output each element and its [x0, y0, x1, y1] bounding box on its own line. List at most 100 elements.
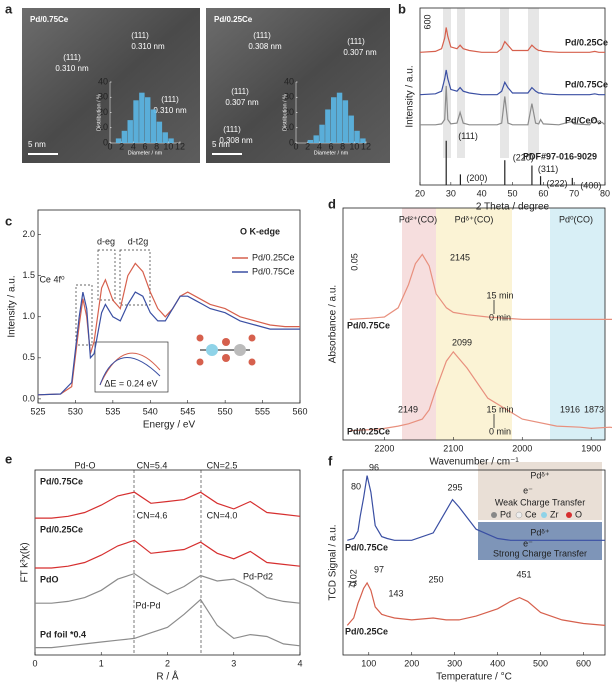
series-line — [37, 262, 300, 396]
series-label: Pd/0.75Ce — [565, 79, 608, 89]
lattice-label: (111) — [347, 37, 365, 46]
hist-bar — [331, 97, 337, 143]
annotation: 96 — [369, 462, 379, 472]
annotation: Pdᵟ⁺ — [530, 470, 549, 480]
annotation: 0 min — [489, 426, 511, 436]
x-tick-label: 530 — [68, 406, 83, 416]
y-axis-label: Distribution / % — [282, 94, 288, 131]
annotation: 80 — [351, 481, 361, 491]
atom — [248, 334, 256, 342]
y-axis-label: Distribution / % — [96, 94, 102, 131]
series-line — [35, 491, 301, 519]
annotation: Pdᵟ⁺(CO) — [455, 214, 494, 224]
series-line — [419, 69, 605, 96]
legend-dot — [566, 512, 572, 518]
annotation: e⁻ — [523, 485, 533, 495]
inset-curve — [99, 352, 161, 386]
x-tick-label: 40 — [477, 188, 487, 198]
legend-label: Pd/0.75Ce — [252, 266, 295, 276]
lattice-label: 0.310 nm — [55, 64, 89, 73]
x-tick-label: 80 — [600, 188, 610, 198]
plot-frame — [342, 207, 606, 441]
annotation: 1873 — [584, 404, 604, 414]
legend-dot — [491, 512, 497, 518]
hist-bar — [313, 135, 319, 143]
y-tick-label: 1.0 — [22, 311, 35, 321]
series-label: Pd/0.75Ce — [345, 542, 388, 552]
series-label: Pd/CeO₂ — [565, 115, 602, 125]
series-line — [37, 291, 300, 396]
hist-bar — [156, 121, 163, 143]
band — [443, 8, 451, 158]
annotation: d-eg — [97, 236, 115, 246]
y-tick-label: 10 — [284, 122, 294, 132]
hist-bar — [150, 109, 157, 143]
annotation: Pd⁰(CO) — [559, 214, 593, 224]
chart-title: O K-edge — [240, 226, 280, 236]
lattice-label: 0.307 nm — [225, 98, 259, 107]
x-tick-label: 200 — [404, 658, 419, 668]
panel-label: e — [5, 451, 12, 466]
band — [528, 8, 539, 158]
annotation: Strong Charge Transfer — [493, 548, 587, 558]
x-tick-label: 550 — [218, 406, 233, 416]
lattice-label: 0.310 nm — [131, 42, 165, 51]
annotation: 143 — [388, 588, 403, 598]
x-axis-label: Wavenumber / cm⁻¹ — [429, 457, 519, 468]
y-tick-label: 30 — [98, 92, 108, 102]
atom — [222, 354, 230, 362]
x-tick-label: 525 — [30, 406, 45, 416]
reference-label: (311) — [538, 164, 558, 174]
y-axis-label: Absorbance / a.u. — [328, 285, 339, 363]
reference-label: (222) — [547, 179, 568, 189]
x-tick-label: 2100 — [443, 443, 463, 453]
x-tick-label: 60 — [538, 188, 548, 198]
structure — [196, 334, 256, 366]
hist-bar — [360, 138, 366, 143]
x-tick-label: 10 — [163, 141, 173, 151]
x-tick-label: 0 — [293, 141, 298, 151]
series-label: Pd/0.75Ce — [347, 320, 390, 330]
x-tick-label: 500 — [533, 658, 548, 668]
annotation: Pdᵟ⁺ — [530, 527, 549, 537]
annotation: Weak Charge Transfer — [495, 497, 585, 507]
y-tick-label: 10 — [98, 122, 108, 132]
annotation: CN=2.5 — [207, 460, 238, 470]
series-label: Pd/0.25Ce — [345, 626, 388, 636]
legend-dot — [515, 511, 523, 519]
x-tick-label: 6 — [142, 141, 147, 151]
x-tick-label: 20 — [415, 188, 425, 198]
y-tick-label: 40 — [284, 76, 294, 86]
panel-label: f — [328, 453, 333, 468]
atom — [248, 358, 256, 366]
x-tick-label: 600 — [576, 658, 591, 668]
annotation: Pd-O — [74, 460, 95, 470]
lattice-label: (111) — [161, 95, 179, 104]
atom — [206, 344, 218, 356]
reference-label: (111) — [458, 131, 478, 141]
annotation: 0 min — [489, 312, 511, 322]
annotation: Ce — [525, 509, 537, 519]
y-tick-label: 30 — [284, 92, 294, 102]
legend-dot — [541, 512, 547, 518]
x-tick-label: 540 — [143, 406, 158, 416]
hist-bar — [162, 132, 168, 143]
annotation: 2149 — [398, 404, 418, 414]
series-label: PdO — [40, 574, 59, 584]
annotation: 97 — [374, 564, 384, 574]
y-tick-label: 0.5 — [22, 352, 35, 362]
annotation: 295 — [447, 482, 462, 492]
x-tick-label: 1 — [99, 658, 104, 668]
hist-bar — [145, 97, 151, 143]
hist-bar — [121, 130, 128, 143]
region — [436, 208, 512, 440]
inset-curve — [99, 357, 161, 386]
lattice-label: 0.308 nm — [219, 136, 253, 145]
atom — [196, 358, 204, 366]
hist-bar — [127, 120, 133, 143]
series-label: Pd/0.75Ce — [40, 476, 83, 486]
atom — [222, 338, 230, 346]
x-tick-label: 0 — [107, 141, 112, 151]
y-tick-label: 1.5 — [22, 270, 35, 280]
